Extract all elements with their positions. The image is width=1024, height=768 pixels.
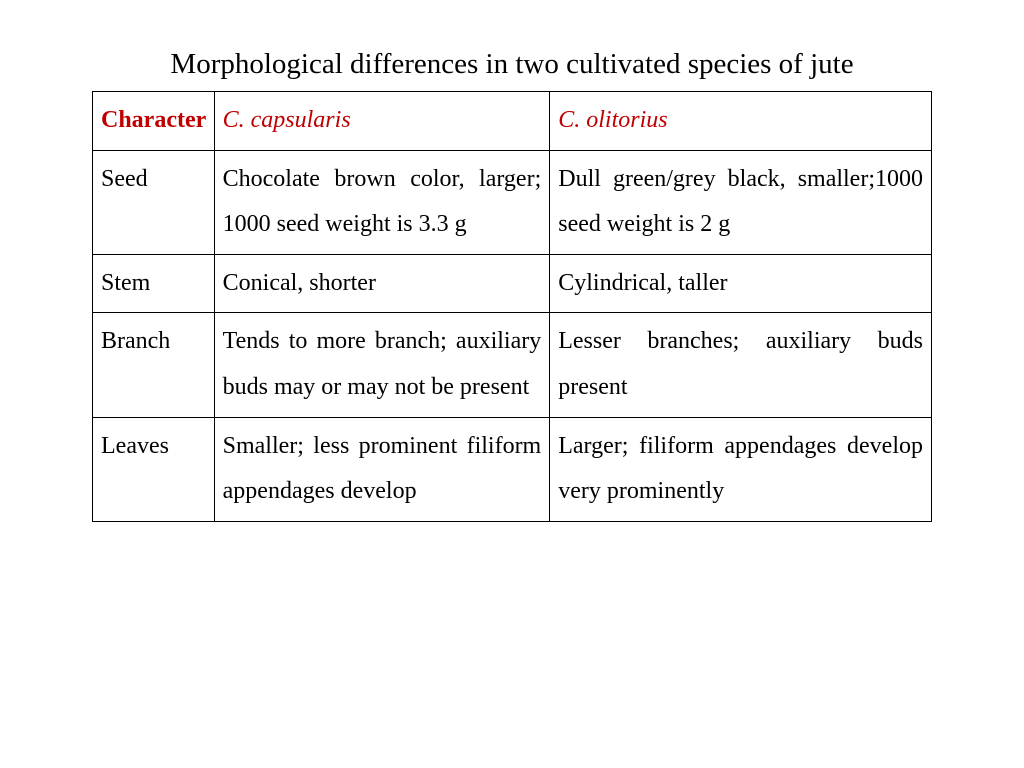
- cell-character: Seed: [93, 150, 215, 254]
- column-header-olitorius: C. olitorius: [550, 92, 932, 151]
- cell-character: Branch: [93, 313, 215, 417]
- column-header-character: Character: [93, 92, 215, 151]
- cell-capsularis: Chocolate brown color, larger; 1000 seed…: [214, 150, 550, 254]
- table-row: Stem Conical, shorter Cylindrical, talle…: [93, 254, 932, 313]
- cell-olitorius: Dull green/grey black, smaller;1000 seed…: [550, 150, 932, 254]
- cell-character: Leaves: [93, 417, 215, 521]
- table-header-row: Character C. capsularis C. olitorius: [93, 92, 932, 151]
- comparison-table: Character C. capsularis C. olitorius See…: [92, 91, 932, 522]
- cell-olitorius: Lesser branches; auxiliary buds present: [550, 313, 932, 417]
- cell-olitorius: Larger; filiform appendages develop very…: [550, 417, 932, 521]
- table-row: Leaves Smaller; less prominent filiform …: [93, 417, 932, 521]
- column-header-capsularis: C. capsularis: [214, 92, 550, 151]
- page-title: Morphological differences in two cultiva…: [92, 48, 932, 81]
- table-row: Branch Tends to more branch; auxiliary b…: [93, 313, 932, 417]
- table-row: Seed Chocolate brown color, larger; 1000…: [93, 150, 932, 254]
- cell-character: Stem: [93, 254, 215, 313]
- cell-olitorius: Cylindrical, taller: [550, 254, 932, 313]
- cell-capsularis: Smaller; less prominent filiform appenda…: [214, 417, 550, 521]
- cell-capsularis: Tends to more branch; auxiliary buds may…: [214, 313, 550, 417]
- cell-capsularis: Conical, shorter: [214, 254, 550, 313]
